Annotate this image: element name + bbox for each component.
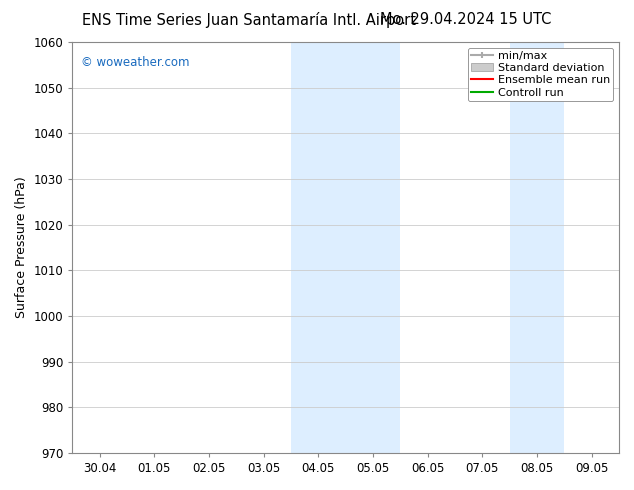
Text: ENS Time Series Juan Santamaría Intl. Airport: ENS Time Series Juan Santamaría Intl. Ai…: [82, 12, 417, 28]
Text: © woweather.com: © woweather.com: [81, 56, 189, 70]
Bar: [291, 42, 400, 453]
Y-axis label: Surface Pressure (hPa): Surface Pressure (hPa): [15, 176, 28, 318]
Bar: [510, 42, 564, 453]
Text: Mo. 29.04.2024 15 UTC: Mo. 29.04.2024 15 UTC: [380, 12, 552, 27]
Legend: min/max, Standard deviation, Ensemble mean run, Controll run: min/max, Standard deviation, Ensemble me…: [468, 48, 614, 101]
